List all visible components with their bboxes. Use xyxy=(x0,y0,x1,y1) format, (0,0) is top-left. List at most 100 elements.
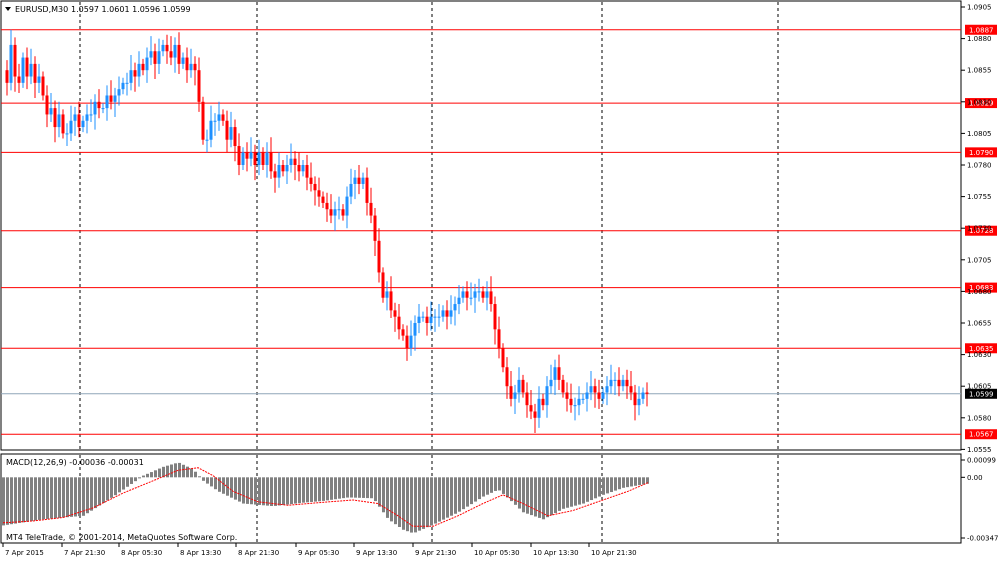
candle-bear xyxy=(313,183,317,191)
candle-bull xyxy=(585,392,589,399)
candle-bear xyxy=(325,202,329,210)
macd-hist-bar xyxy=(634,477,637,486)
macd-hist-bar xyxy=(142,475,145,478)
candle-bull xyxy=(157,51,161,64)
candle-bull xyxy=(461,291,465,298)
candle-bear xyxy=(13,44,17,77)
time-tick-label: 10 Apr 13:30 xyxy=(533,549,579,557)
candle-bear xyxy=(525,392,529,406)
chart-menu-triangle-icon[interactable] xyxy=(5,7,11,11)
candle-bear xyxy=(645,392,649,394)
candle-bear xyxy=(505,367,509,387)
macd-hist-bar xyxy=(378,477,381,507)
candle-bear xyxy=(201,101,205,140)
candle-bull xyxy=(601,392,605,399)
macd-axis: 0.00099 0.00 -0.00347 xyxy=(961,457,998,543)
macd-hist-bar xyxy=(454,477,457,514)
macd-hist-bar xyxy=(478,477,481,500)
price-tick-label: 1.0580 xyxy=(967,414,992,422)
time-tick-label: 8 Apr 13:30 xyxy=(180,549,221,557)
candle-bear xyxy=(25,57,29,77)
candle-bear xyxy=(465,291,469,298)
macd-hist-bar xyxy=(202,477,205,481)
level-price-badge xyxy=(965,98,997,109)
candle-bull xyxy=(537,398,541,418)
candle-bull xyxy=(149,51,153,58)
candle-bear xyxy=(533,411,537,418)
candle-bear xyxy=(633,392,637,406)
macd-hist-bar xyxy=(42,477,45,520)
macd-hist-bar xyxy=(558,477,561,511)
macd-hist-bar xyxy=(14,477,17,524)
candle-bull xyxy=(73,114,77,121)
macd-hist-bar xyxy=(278,477,281,506)
macd-tick-label: 0.00 xyxy=(967,474,983,482)
macd-hist-bar xyxy=(26,477,29,522)
macd-hist-bar xyxy=(218,477,221,492)
candle-bear xyxy=(309,177,313,184)
macd-tick-label: 0.00099 xyxy=(967,457,996,465)
macd-hist-bar xyxy=(206,477,209,484)
macd-hist-bar xyxy=(490,477,493,493)
candle-bull xyxy=(437,316,441,318)
macd-hist-bar xyxy=(314,477,317,502)
macd-hist-bar xyxy=(450,477,453,516)
candle-bull xyxy=(173,44,177,58)
macd-hist-bar xyxy=(174,463,177,478)
price-tick-label: 1.0705 xyxy=(967,256,992,264)
macd-hist-bar xyxy=(422,477,425,529)
candle-bull xyxy=(457,297,461,305)
candle-bear xyxy=(481,291,485,298)
candle-bear xyxy=(561,379,565,393)
candle-bull xyxy=(337,209,341,211)
candle-bull xyxy=(21,57,25,83)
time-tick-label: 7 Apr 2015 xyxy=(5,549,44,557)
macd-hist-bar xyxy=(590,477,593,501)
macd-hist-bar xyxy=(470,477,473,505)
macd-hist-bar xyxy=(486,477,489,495)
candle-bear xyxy=(141,63,145,71)
macd-hist-bar xyxy=(98,477,101,506)
candle-bear xyxy=(393,310,397,317)
macd-hist-bar xyxy=(94,477,97,509)
candle-bull xyxy=(333,209,337,216)
price-tick-label: 1.0830 xyxy=(967,98,992,106)
candle-bull xyxy=(257,152,261,165)
macd-hist-bar xyxy=(230,477,233,498)
horizontal-levels: 1.0887 1.0829 1.0790 1.0728 1.0683 1.0635 1.05… xyxy=(1,24,997,440)
macd-hist-bar xyxy=(246,477,249,504)
macd-hist-bar xyxy=(78,477,81,517)
level-price-badge xyxy=(965,429,997,440)
price-tick-label: 1.0555 xyxy=(967,446,992,454)
candle-bear xyxy=(501,348,505,368)
level-price-label: 1.0887 xyxy=(969,26,994,34)
macd-hist-bar xyxy=(282,477,285,506)
macd-hist-bar xyxy=(482,477,485,497)
candle-bull xyxy=(89,114,93,116)
macd-hist-bar xyxy=(570,477,573,507)
macd-hist-bar xyxy=(110,477,113,498)
price-tick-label: 1.0780 xyxy=(967,162,992,170)
macd-hist-bar xyxy=(370,477,373,499)
macd-hist-bar xyxy=(498,477,501,491)
price-tick-label: 1.0605 xyxy=(967,383,992,391)
macd-hist-bar xyxy=(130,477,133,484)
macd-hist-bar xyxy=(506,477,509,498)
time-axis: 7 Apr 2015 7 Apr 21:30 8 Apr 05:30 8 Apr 13… xyxy=(2,543,637,557)
candle-bear xyxy=(493,304,497,330)
candle-bull xyxy=(473,291,477,298)
candle-bear xyxy=(153,51,157,64)
macd-hist-bar xyxy=(198,476,201,478)
candle-bull xyxy=(49,108,53,115)
macd-hist-bar xyxy=(466,477,469,507)
macd-hist-bar xyxy=(82,477,85,516)
candle-bear xyxy=(341,209,345,216)
macd-hist-bar xyxy=(50,477,53,519)
level-price-label: 1.0829 xyxy=(969,100,994,108)
candle-bull xyxy=(9,44,13,83)
macd-hist-bar xyxy=(346,477,349,498)
candle-bull xyxy=(573,405,577,407)
macd-hist-bar xyxy=(294,477,297,504)
time-tick-label: 9 Apr 13:30 xyxy=(356,549,397,557)
